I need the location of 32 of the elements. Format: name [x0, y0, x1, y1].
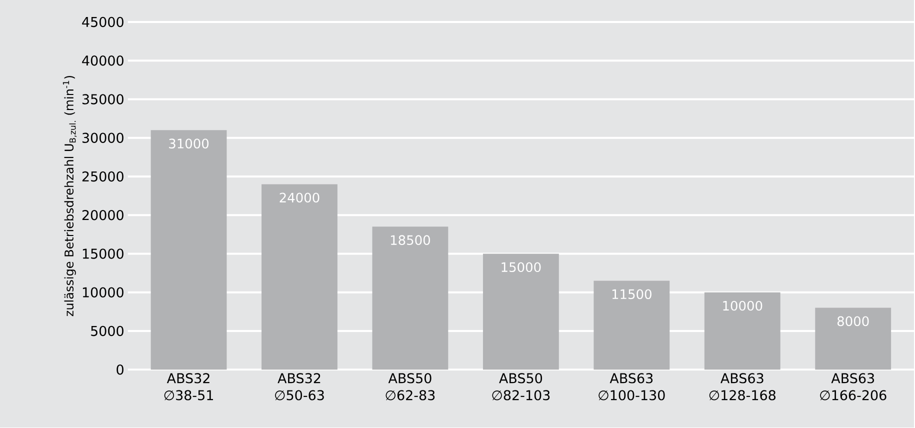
- y-tick-label: 40000: [82, 56, 124, 66]
- x-tick-label: ABS32 ∅38-51: [164, 373, 213, 401]
- y-tick-label: 15000: [82, 248, 124, 260]
- y-tick-label: 45000: [82, 17, 124, 28]
- x-tick-label: ABS50 ∅82-103: [492, 373, 550, 401]
- x-tick-label: ABS63 ∅128-168: [709, 373, 776, 401]
- data-label: 11500: [612, 289, 652, 300]
- bar: [704, 292, 780, 370]
- data-label: 15000: [502, 262, 541, 272]
- bar: [150, 130, 227, 370]
- y-tick-label: 0: [116, 364, 124, 375]
- bar: [815, 308, 892, 370]
- data-label: 10000: [723, 301, 762, 311]
- data-label: 18500: [390, 235, 430, 246]
- x-tick-label: ABS63 ∅166-206: [820, 373, 886, 401]
- data-label: 31000: [169, 138, 209, 149]
- y-tick-label: 5000: [91, 326, 124, 336]
- y-axis-title: zulässige Betriebsdrehzahl U$_{B,zul.}$ (min$^{-1}$): [62, 76, 77, 316]
- x-tick-label: ABS63 ∅100-130: [598, 373, 665, 401]
- y-tick-label: 10000: [82, 287, 124, 298]
- data-label: 24000: [280, 192, 320, 203]
- y-tick-label: 35000: [82, 94, 124, 105]
- y-tick-label: 30000: [82, 132, 124, 144]
- x-tick-label: ABS32 ∅50-63: [275, 373, 324, 401]
- bar: [262, 184, 338, 370]
- bar: [372, 226, 448, 370]
- y-tick-label: 20000: [82, 210, 124, 220]
- bar: [594, 280, 670, 370]
- y-tick-label: 25000: [82, 172, 124, 182]
- bar: [482, 254, 559, 370]
- x-tick-label: ABS50 ∅62-83: [386, 373, 435, 401]
- data-label: 8000: [837, 316, 869, 326]
